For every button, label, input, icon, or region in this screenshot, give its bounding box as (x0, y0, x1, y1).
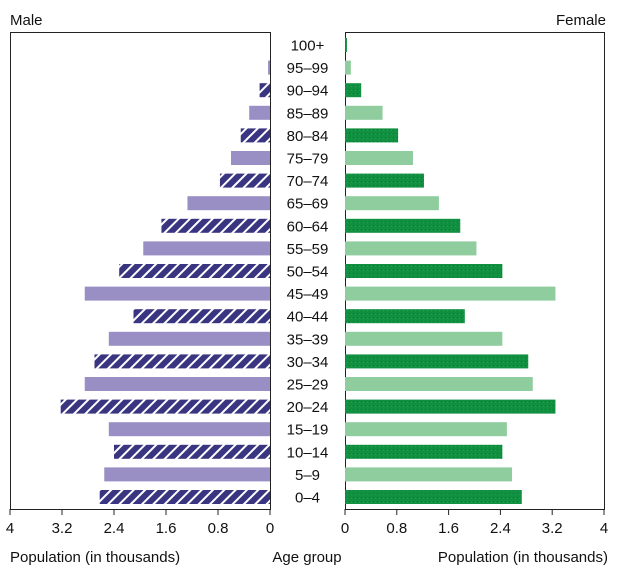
age-group-label: 30–34 (287, 354, 329, 371)
male-bar-20–24 (60, 399, 271, 414)
male-bar-80–84 (240, 128, 270, 143)
male-bar-95–99 (268, 60, 270, 75)
male-tick-label: 1.6 (156, 520, 177, 537)
age-group-label: 40–44 (287, 309, 329, 326)
female-bar-55–59 (345, 241, 477, 256)
female-bar-45–49 (345, 286, 556, 301)
female-tick-label: 0 (341, 520, 349, 537)
female-bar-65–69 (345, 196, 439, 211)
male-bar-25–29 (84, 377, 270, 391)
age-group-label: 95–99 (287, 60, 329, 77)
female-title: Female (556, 12, 606, 29)
male-bar-30–34 (94, 354, 270, 369)
age-group-label: 85–89 (287, 105, 329, 122)
male-bar-60–64 (161, 218, 270, 233)
male-bar-55–59 (143, 241, 270, 256)
female-tick-label: 0.8 (386, 520, 407, 537)
female-bar-95–99 (345, 60, 351, 75)
male-bar-40–44 (133, 309, 270, 324)
female-bar-60–64 (345, 218, 461, 233)
age-group-label: 60–64 (287, 218, 329, 235)
axis-ticks: 4 0 3.2 0.8 2.4 1.6 1.6 2.4 0.8 3.2 0 4 (6, 509, 608, 537)
age-group-label: 20–24 (287, 399, 329, 416)
male-bar-45–49 (84, 286, 270, 301)
male-tick-label: 3.2 (52, 520, 73, 537)
age-group-label: 50–54 (287, 264, 329, 281)
female-bar-0–4 (345, 490, 522, 504)
age-group-label: 35–39 (287, 331, 329, 348)
bars-layer: 0–4 5–9 10–14 15–19 20–24 25–29 30–34 35–39 40–4… (60, 38, 556, 507)
age-group-label: 65–69 (287, 196, 329, 213)
male-bar-65–69 (187, 196, 270, 211)
age-group-label: 75–79 (287, 151, 329, 168)
male-bar-50–54 (119, 264, 270, 278)
age-group-label: 25–29 (287, 377, 329, 394)
male-bar-35–39 (108, 331, 270, 346)
female-tick-label: 4 (600, 520, 608, 537)
female-bar-15–19 (345, 422, 507, 437)
male-bar-75–79 (231, 151, 270, 165)
male-plot-frame (10, 32, 271, 510)
male-bar-70–74 (219, 173, 270, 188)
female-bar-10–14 (345, 444, 503, 459)
x-axis-label-age-group: Age group (272, 549, 341, 566)
age-group-label: 100+ (291, 38, 325, 55)
female-bar-50–54 (345, 264, 503, 278)
age-group-label: 70–74 (287, 173, 329, 190)
male-bar-90–94 (259, 83, 270, 98)
female-tick-label: 3.2 (542, 520, 563, 537)
female-bar-40–44 (345, 309, 465, 324)
male-bar-5–9 (104, 467, 270, 482)
male-bar-0–4 (99, 490, 270, 504)
age-group-label: 0–4 (295, 490, 320, 507)
female-bar-35–39 (345, 331, 503, 346)
male-tick-label: 0.8 (208, 520, 229, 537)
male-bar-10–14 (114, 444, 270, 459)
male-tick-label: 0 (266, 520, 274, 537)
age-group-label: 45–49 (287, 286, 329, 303)
female-bar-85–89 (345, 105, 383, 120)
male-title: Male (10, 12, 43, 29)
female-bar-80–84 (345, 128, 399, 143)
x-axis-label-female: Population (in thousands) (438, 549, 608, 566)
male-bar-85–89 (249, 105, 270, 120)
female-bar-70–74 (345, 173, 424, 188)
female-bar-90–94 (345, 83, 362, 98)
male-bar-15–19 (108, 422, 270, 437)
age-group-label: 10–14 (287, 444, 329, 461)
male-tick-label: 4 (6, 520, 14, 537)
age-group-label: 80–84 (287, 128, 329, 145)
female-bar-100+ (345, 38, 347, 52)
age-group-label: 5–9 (295, 467, 320, 484)
female-bar-25–29 (345, 377, 533, 391)
x-axis-label-male: Population (in thousands) (10, 549, 180, 566)
female-bar-20–24 (345, 399, 556, 414)
female-bar-75–79 (345, 151, 413, 165)
male-tick-label: 2.4 (104, 520, 125, 537)
female-bar-30–34 (345, 354, 529, 369)
female-tick-label: 1.6 (438, 520, 459, 537)
female-tick-label: 2.4 (490, 520, 511, 537)
female-bar-5–9 (345, 467, 513, 482)
age-group-label: 15–19 (287, 422, 329, 439)
age-group-label: 55–59 (287, 241, 329, 258)
age-group-label: 90–94 (287, 83, 329, 100)
